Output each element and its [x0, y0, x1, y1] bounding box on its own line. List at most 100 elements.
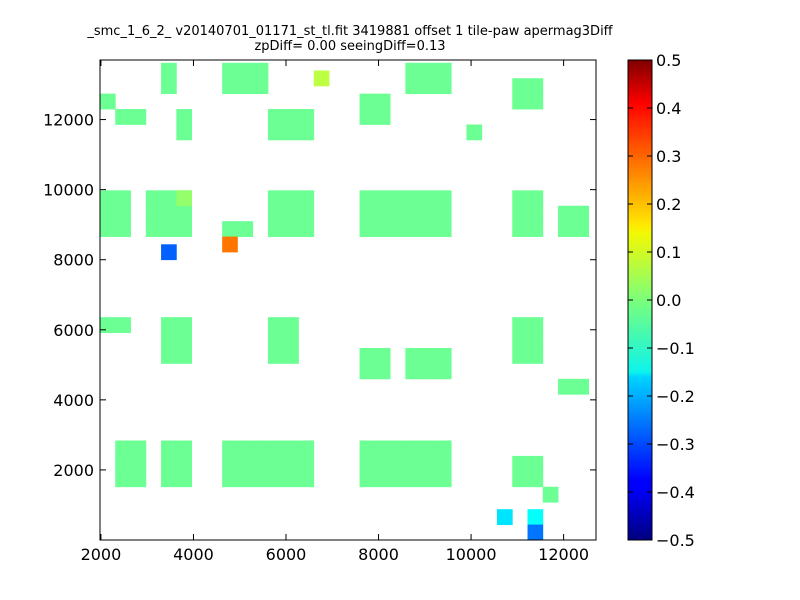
- heatmap-cell: [145, 190, 162, 207]
- heatmap-cell: [252, 62, 269, 79]
- x-tick-label: 12000: [538, 545, 589, 564]
- heatmap-cell: [359, 455, 376, 472]
- heatmap-cell: [527, 509, 544, 525]
- heatmap-cell: [405, 205, 422, 222]
- colorbar-tick-label: 0.0: [656, 291, 681, 310]
- heatmap-cell: [222, 455, 238, 472]
- heatmap-cell: [435, 62, 452, 79]
- heatmap-cell: [420, 455, 437, 472]
- heatmap-cell: [237, 471, 254, 488]
- heatmap-cell: [420, 78, 437, 95]
- colorbar-tick-label: −0.2: [656, 387, 695, 406]
- heatmap-cell: [267, 221, 284, 237]
- heatmap-cell: [527, 317, 544, 333]
- heatmap-cell: [298, 221, 315, 237]
- x-tick-label: 4000: [173, 545, 214, 564]
- heatmap-cell: [130, 471, 147, 488]
- heatmap-cell: [527, 455, 544, 472]
- heatmap-cell: [130, 109, 147, 125]
- heatmap-cell: [100, 221, 116, 237]
- heatmap-cell: [161, 244, 177, 261]
- heatmap-cell: [267, 455, 284, 472]
- heatmap-cell: [100, 205, 116, 222]
- heatmap-cell: [527, 93, 544, 110]
- heatmap-cell: [176, 124, 193, 141]
- heatmap-cell: [390, 221, 406, 237]
- heatmap-cell: [267, 190, 284, 207]
- heatmap-cell: [176, 317, 193, 333]
- y-tick-label: 10000: [43, 181, 94, 200]
- colorbar-tick-label: 0.3: [656, 147, 681, 166]
- heatmap-cell: [359, 205, 376, 222]
- heatmap-cell: [420, 440, 437, 457]
- heatmap-cell: [512, 221, 528, 237]
- heatmap-cell: [237, 62, 254, 79]
- x-tick-label: 8000: [358, 545, 399, 564]
- heatmap-cell: [237, 440, 254, 457]
- heatmap-cell: [222, 440, 238, 457]
- heatmap-cell: [435, 221, 452, 237]
- heatmap-cell: [527, 332, 544, 349]
- heatmap-cell: [374, 190, 391, 207]
- heatmap-cell: [420, 62, 437, 79]
- x-tick-label: 2000: [81, 545, 122, 564]
- heatmap-cell: [222, 62, 238, 79]
- heatmap-cell: [420, 221, 437, 237]
- y-tick-label: 12000: [43, 111, 94, 130]
- heatmap-cell: [161, 190, 177, 207]
- heatmap-cell: [374, 455, 391, 472]
- heatmap-cell: [100, 93, 116, 110]
- heatmap-cell: [420, 348, 437, 364]
- colorbar-tick-label: −0.1: [656, 339, 695, 358]
- heatmap-cell: [359, 221, 376, 237]
- heatmap-cell: [420, 205, 437, 222]
- heatmap-cell: [527, 348, 544, 364]
- heatmap-cell: [161, 78, 177, 95]
- colorbar-tick-label: −0.5: [656, 531, 695, 550]
- heatmap-cell: [512, 348, 528, 364]
- heatmap-cell: [374, 205, 391, 222]
- heatmap-cell: [359, 93, 376, 110]
- heatmap-cell: [420, 471, 437, 488]
- heatmap-cell: [283, 348, 299, 364]
- heatmap-cell: [435, 348, 452, 364]
- heatmap-cell: [115, 471, 131, 488]
- heatmap-cell: [283, 455, 299, 472]
- heatmap-cell: [100, 317, 116, 333]
- heatmap-cell: [298, 440, 315, 457]
- colorbar-tick-label: −0.3: [656, 435, 695, 454]
- heatmap-cell: [115, 205, 131, 222]
- heatmap-cell: [405, 190, 422, 207]
- heatmap-cell: [176, 332, 193, 349]
- heatmap-cell: [374, 348, 391, 364]
- heatmap-cell: [115, 455, 131, 472]
- heatmap-cell: [176, 471, 193, 488]
- heatmap-cell: [222, 471, 238, 488]
- heatmap-cell: [405, 455, 422, 472]
- heatmap-cell: [283, 440, 299, 457]
- heatmap-cell: [115, 109, 131, 125]
- heatmap-cell: [283, 471, 299, 488]
- heatmap-cell: [390, 471, 406, 488]
- heatmap-cell: [405, 440, 422, 457]
- heatmap-cell: [390, 455, 406, 472]
- heatmap-cell: [176, 348, 193, 364]
- heatmap-cell: [405, 348, 422, 364]
- heatmap-cell: [512, 455, 528, 472]
- heatmap-cell: [527, 78, 544, 95]
- heatmap-cell: [512, 317, 528, 333]
- heatmap-cell: [573, 378, 589, 395]
- heatmap-cells: [100, 62, 589, 541]
- colorbar-tick-label: 0.4: [656, 99, 681, 118]
- colorbar-tick-label: 0.2: [656, 195, 681, 214]
- heatmap-cell: [267, 124, 284, 141]
- heatmap-cell: [161, 221, 177, 237]
- heatmap-cell: [161, 455, 177, 472]
- heatmap-cell: [374, 440, 391, 457]
- heatmap-cell: [466, 124, 483, 141]
- colorbar-tick-label: 0.5: [656, 51, 681, 70]
- x-tick-label: 6000: [266, 545, 307, 564]
- heatmap-cell: [237, 78, 254, 95]
- heatmap-cell: [573, 221, 589, 237]
- heatmap-cell: [100, 190, 116, 207]
